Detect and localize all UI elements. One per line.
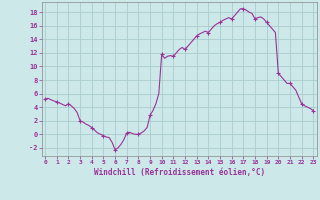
X-axis label: Windchill (Refroidissement éolien,°C): Windchill (Refroidissement éolien,°C) bbox=[94, 168, 265, 177]
